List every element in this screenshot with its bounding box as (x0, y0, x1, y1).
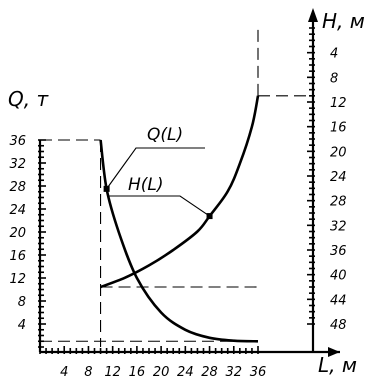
h-tick-label: 24 (330, 170, 347, 185)
h-tick-label: 36 (330, 244, 347, 259)
h-tick-label: 8 (330, 71, 338, 86)
h-tick-label: 48 (330, 318, 347, 333)
h-tick-label: 20 (330, 145, 347, 160)
q-tick-label: 8 (18, 295, 26, 310)
l-axis-label: L, м (318, 353, 357, 377)
x-tick-label: 12 (104, 365, 121, 380)
right-axis-arrow (308, 8, 318, 22)
x-tick-label: 32 (226, 365, 243, 380)
q-tick-label: 16 (9, 249, 26, 264)
h-tick-label: 40 (330, 269, 347, 284)
h-label-leader (108, 195, 210, 217)
dashed-guides (40, 28, 313, 347)
x-tick-label: 36 (250, 365, 267, 380)
point-marker (206, 213, 213, 220)
h-axis-label: H, м (322, 9, 365, 33)
q-tick-label: 32 (9, 157, 26, 172)
x-tick-label: 20 (153, 365, 170, 380)
markers (103, 185, 213, 220)
ticks (38, 27, 315, 354)
h-tick-label: 28 (330, 195, 347, 210)
q-tick-label: 20 (9, 226, 26, 241)
q-tick-label: 12 (9, 272, 26, 287)
x-tick-label: 8 (84, 365, 92, 380)
q-axis-label: Q, т (8, 87, 49, 111)
h-tick-label: 4 (330, 47, 338, 62)
h-series-label: H(L) (128, 175, 164, 195)
q-tick-label: 28 (9, 180, 26, 195)
x-tick-label: 24 (177, 365, 194, 380)
series-line-hl (100, 95, 260, 289)
h-tick-label: 12 (330, 96, 347, 111)
x-tick-label: 28 (201, 365, 218, 380)
q-label-leader (106, 147, 205, 190)
axes (38, 8, 340, 357)
x-tick-label: 16 (129, 365, 146, 380)
x-tick-label: 4 (60, 365, 68, 380)
h-tick-label: 44 (330, 293, 347, 308)
point-marker (103, 185, 110, 192)
q-tick-label: 24 (9, 203, 26, 218)
q-series-label: Q(L) (147, 125, 183, 145)
h-tick-label: 32 (330, 219, 347, 234)
curves (99, 95, 260, 343)
series-line-ql (99, 139, 259, 343)
h-tick-label: 16 (330, 121, 347, 136)
bottom-axis-arrow (328, 347, 340, 357)
labels: 4 8 12 16 20 24 28 32 36481216202428323648121620… (8, 9, 365, 380)
q-tick-label: 36 (9, 134, 26, 149)
q-tick-label: 4 (18, 318, 26, 333)
